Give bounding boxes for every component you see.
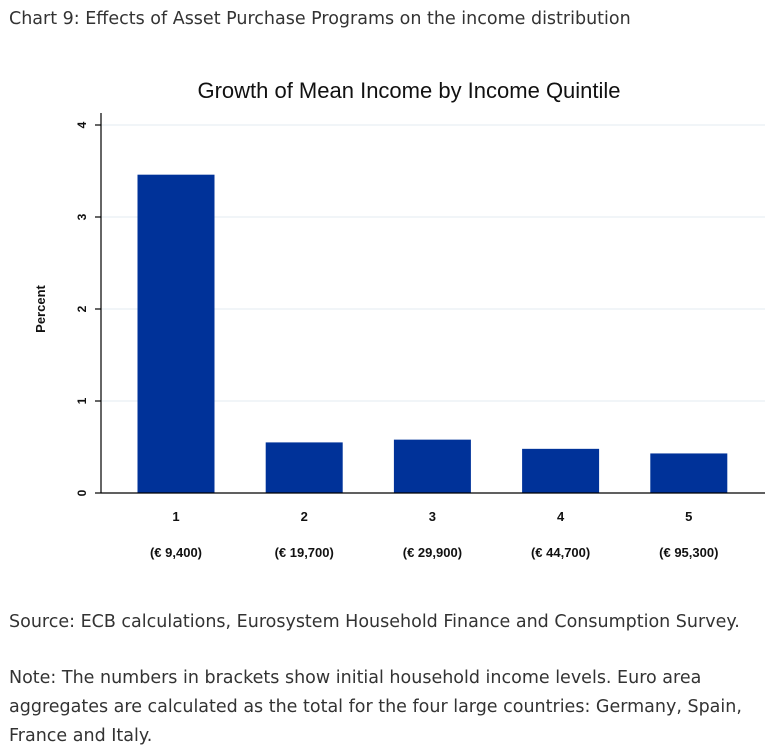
x-tick-sublabel: (€ 19,700) [275, 545, 334, 560]
bar-quintile-1 [137, 174, 215, 493]
bar-chart: Growth of Mean Income by Income Quintile… [33, 78, 765, 560]
source-note: Source: ECB calculations, Eurosystem Hou… [9, 612, 740, 632]
x-tick-sublabel: (€ 9,400) [150, 545, 202, 560]
bar-quintile-4 [522, 448, 600, 493]
bar-quintile-5 [650, 453, 728, 493]
x-tick-sublabel: (€ 44,700) [531, 545, 590, 560]
y-axis-label: Percent [33, 284, 48, 332]
x-tick-label: 4 [557, 509, 565, 524]
y-tick-label: 4 [75, 121, 89, 128]
x-tick-label: 3 [429, 509, 436, 524]
bar-quintile-2 [265, 442, 343, 493]
y-tick-label: 0 [75, 489, 89, 496]
x-tick-sublabel: (€ 95,300) [659, 545, 718, 560]
x-tick-label: 1 [172, 509, 179, 524]
chart-container: Growth of Mean Income by Income Quintile… [0, 60, 766, 580]
x-tick-label: 2 [301, 509, 308, 524]
chart-title: Growth of Mean Income by Income Quintile [197, 78, 620, 103]
y-tick-label: 1 [75, 397, 89, 404]
footnote: Note: The numbers in brackets show initi… [9, 668, 742, 746]
chart-caption: Chart 9: Effects of Asset Purchase Progr… [9, 9, 631, 29]
x-tick-sublabel: (€ 29,900) [403, 545, 462, 560]
bar-quintile-3 [393, 439, 471, 493]
x-tick-label: 5 [685, 509, 692, 524]
y-tick-label: 3 [75, 213, 89, 220]
y-tick-label: 2 [75, 305, 89, 312]
